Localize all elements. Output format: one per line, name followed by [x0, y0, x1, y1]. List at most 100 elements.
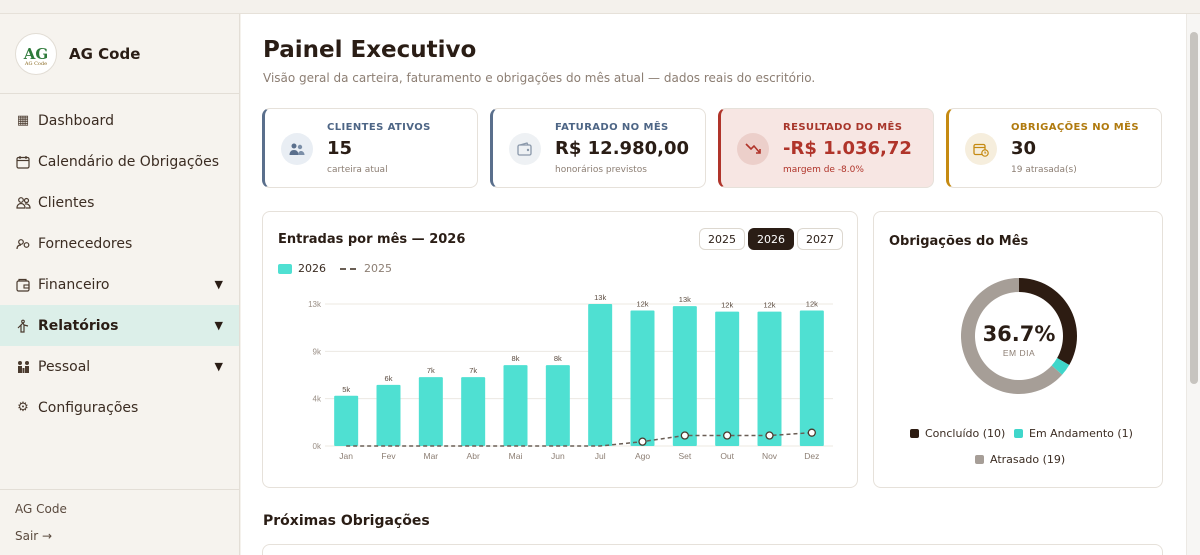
bar-jul: [588, 304, 613, 446]
clients-icon: [281, 133, 313, 165]
donut-legend-atrasado: Atrasado (19): [975, 453, 1065, 466]
sidebar-item-clientes[interactable]: Clientes: [0, 182, 239, 223]
y-tick-label: 9k: [313, 347, 322, 356]
legend-label: Em Andamento (1): [1029, 427, 1133, 440]
line-point-out: [723, 431, 732, 440]
brand-name: AG Code: [69, 44, 141, 63]
legend-swatch: [975, 455, 984, 464]
bar-data-label: 13k: [594, 294, 606, 302]
legend-label: Concluído (10): [925, 427, 1006, 440]
bar-data-label: 12k: [763, 301, 775, 310]
chart-title: Entradas por mês — 2026: [278, 232, 466, 247]
sidebar-item-relatorios[interactable]: Relatórios ▼: [0, 305, 239, 346]
bar-out: [715, 311, 740, 446]
bar-data-label: 7k: [427, 366, 435, 375]
sidebar-item-configuracoes[interactable]: ⚙ Configurações: [0, 387, 239, 428]
window-top-strip: [0, 0, 1200, 14]
kpi-note: 19 atrasada(s): [1011, 165, 1077, 175]
year-button-2027[interactable]: 2027: [797, 228, 843, 250]
kpi-card-obrigacoes: OBRIGAÇÕES NO MÊS 30 19 atrasada(s): [946, 108, 1162, 188]
sidebar-item-dashboard[interactable]: ▦ Dashboard: [0, 100, 239, 141]
donut-legend-andamento: Em Andamento (1): [1014, 427, 1133, 440]
bar-mai: [503, 365, 528, 446]
x-tick-label: Mai: [509, 451, 523, 461]
x-tick-label: Ago: [635, 451, 650, 461]
x-tick-label: Jun: [551, 451, 565, 461]
legend-label: Atrasado (19): [990, 453, 1066, 466]
chevron-down-icon: ▼: [214, 278, 223, 291]
sidebar-item-label: Calendário de Obrigações: [38, 153, 219, 170]
sidebar-item-calendar[interactable]: Calendário de Obrigações: [0, 141, 239, 182]
sidebar-item-pessoal[interactable]: Pessoal ▼: [0, 346, 239, 387]
page-subtitle: Visão geral da carteira, faturamento e o…: [263, 71, 816, 85]
bar-data-label: 7k: [469, 366, 477, 375]
calendar-clock-icon: [965, 133, 997, 165]
line-point-set: [680, 431, 689, 440]
chart-legend: 2026 2025: [278, 262, 392, 275]
sidebar-item-financeiro[interactable]: Financeiro ▼: [0, 264, 239, 305]
sidebar-item-label: Pessoal: [38, 358, 91, 375]
y-tick-label: 13k: [308, 300, 322, 309]
sidebar-item-label: Fornecedores: [38, 235, 133, 252]
bar-fev: [376, 384, 401, 446]
footer-company-name: AG Code: [15, 502, 67, 516]
next-obligations-title: Próximas Obrigações: [263, 513, 430, 529]
x-tick-label: Mar: [424, 451, 439, 461]
kpi-card-faturado: FATURADO NO MÊS R$ 12.980,00 honorários …: [490, 108, 706, 188]
chevron-down-icon: ▼: [214, 319, 223, 332]
donut-legend-concluido: Concluído (10): [910, 427, 1005, 440]
bar-data-label: 5k: [342, 385, 350, 394]
suppliers-icon: [15, 236, 31, 252]
sidebar-item-label: Relatórios: [38, 317, 119, 334]
chevron-down-icon: ▼: [214, 360, 223, 373]
sidebar-item-fornecedores[interactable]: Fornecedores: [0, 223, 239, 264]
scrollbar-thumb[interactable]: [1190, 32, 1198, 384]
bar-jun: [545, 365, 570, 446]
reports-icon: [15, 318, 31, 334]
x-tick-label: Out: [720, 451, 734, 461]
legend-label-2025: 2025: [364, 262, 392, 275]
x-tick-label: Dez: [804, 451, 819, 461]
y-tick-label: 4k: [313, 395, 322, 404]
donut-slice-1: [1051, 358, 1070, 375]
people-icon: [15, 359, 31, 375]
x-tick-label: Fev: [381, 451, 396, 461]
income-bar-chart: 0k 4k 9k 13k 5k Jan 6k Fev 7k Mar 7k Abr 8k Mai 8k Jun 1…: [308, 294, 833, 461]
kpi-label: OBRIGAÇÕES NO MÊS: [1011, 122, 1139, 133]
sidebar-item-label: Dashboard: [38, 112, 114, 129]
bar-abr: [461, 377, 486, 446]
kpi-value: 30: [1011, 138, 1037, 159]
x-tick-label: Abr: [467, 451, 480, 461]
bar-jan: [334, 395, 359, 446]
kpi-card-clientes: CLIENTES ATIVOS 15 carteira atual: [262, 108, 478, 188]
year-button-2025[interactable]: 2025: [699, 228, 745, 250]
donut-center-label: EM DIA: [1003, 348, 1035, 358]
page-scrollbar[interactable]: [1186, 14, 1200, 555]
x-tick-label: Nov: [762, 451, 778, 461]
legend-swatch: [1014, 429, 1023, 438]
bar-data-label: 12k: [806, 300, 818, 309]
income-chart-panel: Entradas por mês — 2026 2025 2026 2027 2…: [262, 211, 858, 488]
bar-nov: [757, 311, 782, 446]
y-tick-label: 0k: [313, 442, 322, 451]
year-button-2026[interactable]: 2026: [748, 228, 794, 250]
x-tick-label: Jan: [339, 451, 353, 461]
page-title: Painel Executivo: [263, 37, 477, 63]
users-icon: [15, 195, 31, 211]
kpi-card-resultado: RESULTADO DO MÊS -R$ 1.036,72 margem de …: [718, 108, 934, 188]
kpi-value: -R$ 1.036,72: [783, 138, 912, 159]
brand-logo: AG AG Code: [15, 32, 57, 75]
logout-link[interactable]: Sair →: [15, 529, 53, 543]
wallet-icon: [15, 277, 31, 293]
sidebar-item-label: Financeiro: [38, 276, 110, 293]
sidebar: AG AG Code AG Code ▦ Dashboard Calendário…: [0, 14, 240, 555]
kpi-note: margem de -8.0%: [783, 165, 864, 175]
kpi-label: FATURADO NO MÊS: [555, 122, 669, 133]
sidebar-footer: AG Code Sair →: [0, 489, 239, 555]
kpi-note: carteira atual: [327, 165, 388, 175]
kpi-note: honorários previstos: [555, 165, 647, 175]
trend-down-icon: [737, 133, 769, 165]
legend-label-2026: 2026: [298, 262, 326, 275]
legend-swatch-2026: [278, 263, 292, 274]
bar-ago: [630, 310, 655, 446]
